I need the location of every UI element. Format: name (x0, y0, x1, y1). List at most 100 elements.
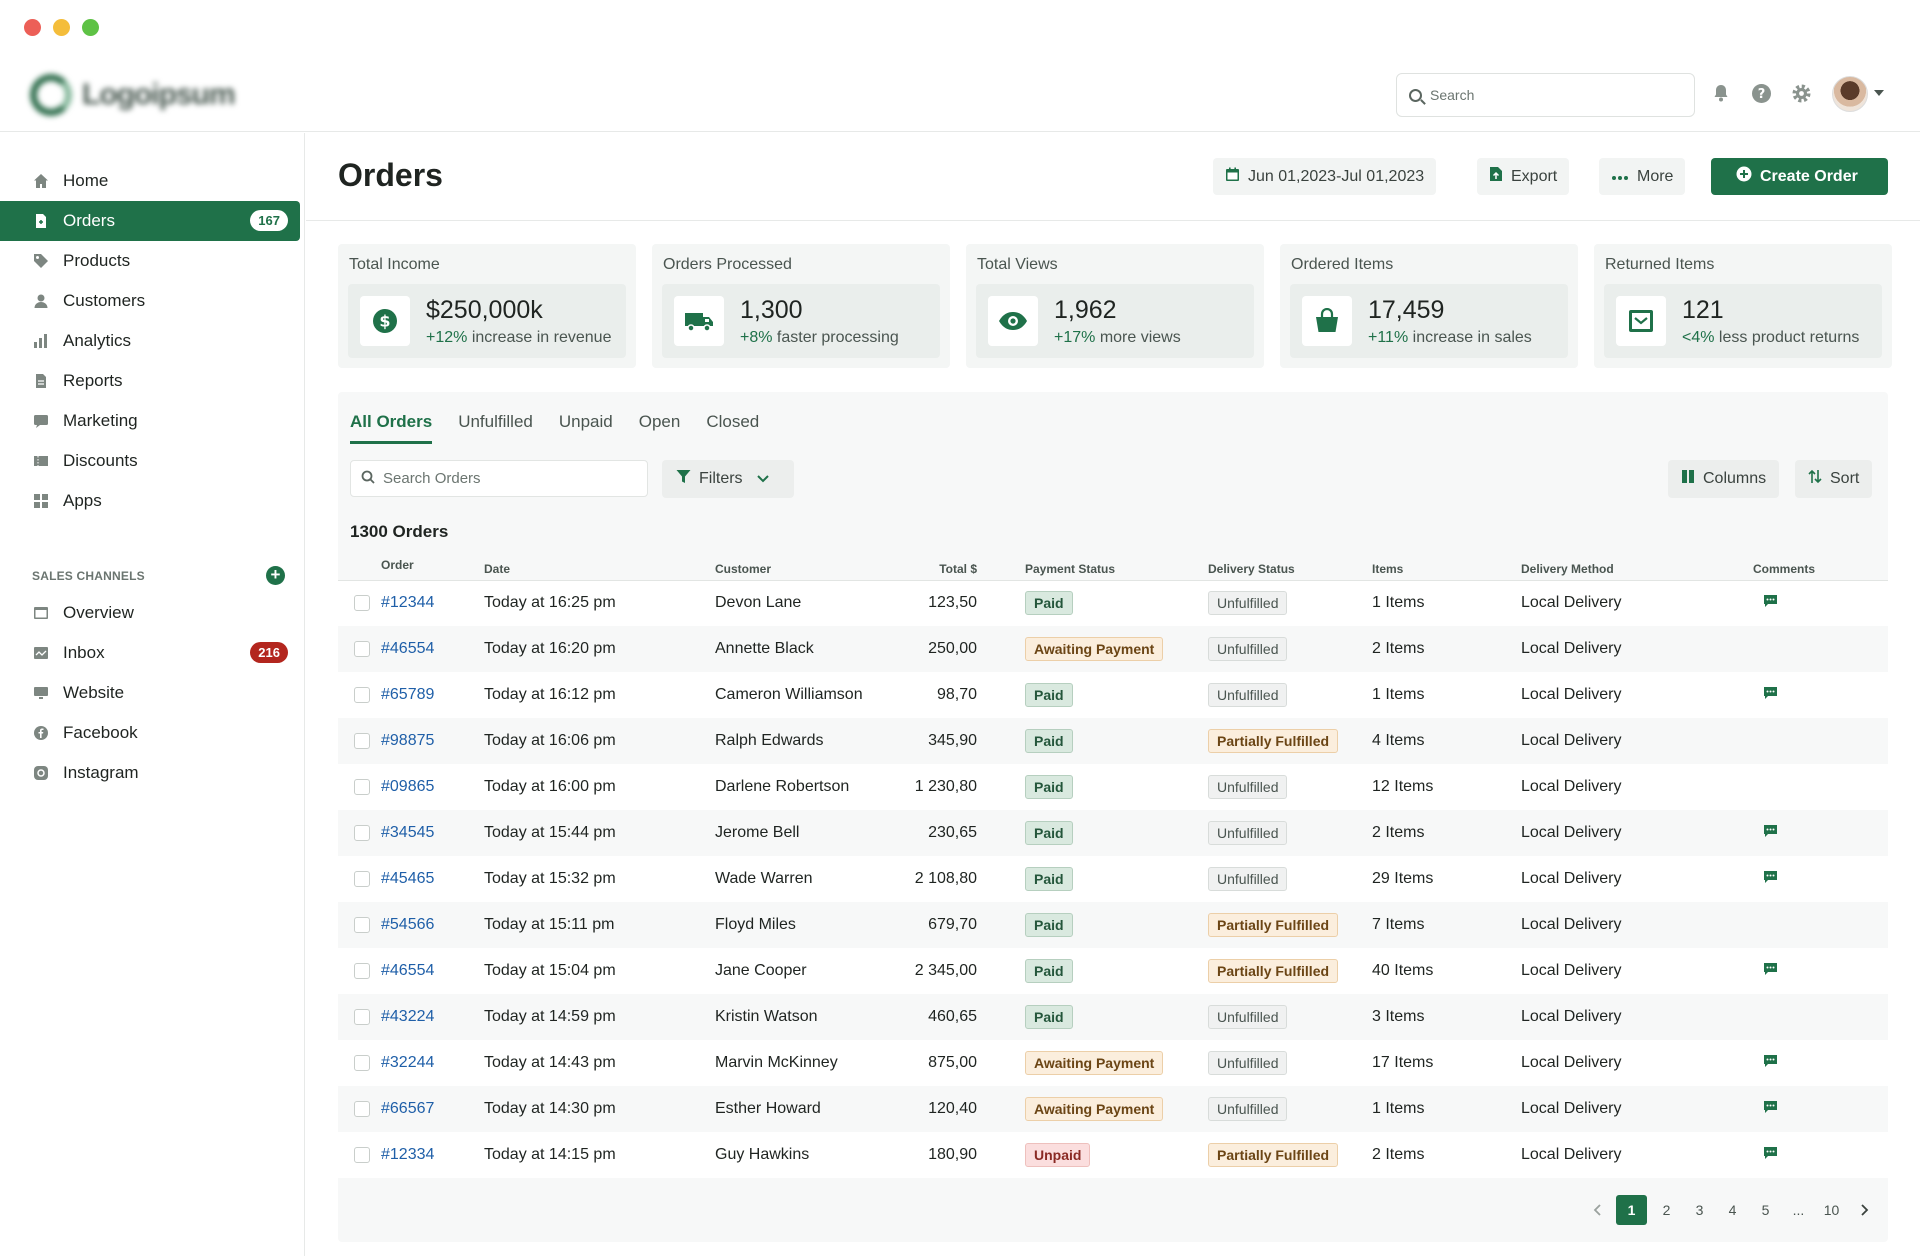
table-row[interactable]: #32244 Today at 14:43 pm Marvin McKinney 87… (338, 1040, 1888, 1086)
row-checkbox[interactable] (354, 1055, 370, 1071)
comment-icon[interactable] (1763, 870, 1778, 889)
column-header-customer[interactable]: Customer (715, 556, 895, 581)
row-checkbox[interactable] (354, 779, 370, 795)
comment-icon[interactable] (1763, 824, 1778, 843)
page-4-button[interactable]: 4 (1728, 1202, 1737, 1218)
table-row[interactable]: #98875 Today at 16:06 pm Ralph Edwards 345,… (338, 718, 1888, 764)
table-row[interactable]: #66567 Today at 14:30 pm Esther Howard 120,… (338, 1086, 1888, 1132)
order-id-link[interactable]: #46554 (381, 640, 435, 657)
row-checkbox[interactable] (354, 1009, 370, 1025)
order-id-link[interactable]: #12344 (381, 594, 435, 612)
order-id-link[interactable]: #45465 (381, 870, 435, 887)
page-10-button[interactable]: 10 (1823, 1202, 1840, 1218)
sidebar-item-website[interactable]: Website (0, 673, 300, 713)
columns-button[interactable]: Columns (1668, 460, 1780, 498)
sidebar-item-marketing[interactable]: Marketing (0, 401, 300, 441)
table-row[interactable]: #45465 Today at 15:32 pm Wade Warren 2 108,… (338, 856, 1888, 902)
sidebar-item-discounts[interactable]: Discounts (0, 441, 300, 481)
row-checkbox[interactable] (354, 733, 370, 749)
comment-icon[interactable] (1763, 1100, 1778, 1119)
order-id-link[interactable]: #66567 (381, 1100, 435, 1117)
page-5-button[interactable]: 5 (1761, 1202, 1770, 1218)
tab-unpaid[interactable]: Unpaid (558, 412, 613, 431)
comment-icon[interactable] (1763, 1146, 1778, 1165)
help-icon[interactable]: ? (1750, 82, 1772, 104)
column-header-order[interactable]: Order (381, 556, 484, 581)
order-id-link[interactable]: #09865 (381, 778, 435, 795)
table-row[interactable]: #46554 Today at 15:04 pm Jane Cooper 2 345,… (338, 948, 1888, 994)
order-id-link[interactable]: #65789 (381, 686, 435, 703)
sidebar-item-analytics[interactable]: Analytics (0, 321, 300, 361)
sidebar-item-reports[interactable]: Reports (0, 361, 300, 401)
table-row[interactable]: #65789 Today at 16:12 pm Cameron Williamso… (338, 672, 1888, 718)
sidebar-item-facebook[interactable]: Facebook (0, 713, 300, 753)
comment-icon[interactable] (1763, 686, 1778, 705)
table-row[interactable]: #43224 Today at 14:59 pm Kristin Watson 460… (338, 994, 1888, 1040)
column-header-delivery-status[interactable]: Delivery Status (1208, 556, 1372, 581)
chevron-right-icon[interactable] (1851, 1195, 1878, 1225)
row-checkbox[interactable] (354, 1101, 370, 1117)
comment-icon[interactable] (1763, 594, 1778, 613)
row-checkbox[interactable] (354, 917, 370, 933)
sidebar-item-home[interactable]: Home (0, 161, 300, 201)
order-id-link[interactable]: #12334 (381, 1146, 435, 1163)
order-id-link[interactable]: #54566 (381, 916, 435, 933)
column-header-total[interactable]: Total $ (895, 556, 1025, 581)
chevron-left-icon[interactable] (1583, 1195, 1610, 1225)
order-id-link[interactable]: #43224 (381, 1008, 435, 1025)
column-header-delivery-method[interactable]: Delivery Method (1521, 556, 1753, 581)
bell-icon[interactable] (1710, 82, 1732, 104)
table-row[interactable]: #54566 Today at 15:11 pm Floyd Miles 679,70… (338, 902, 1888, 948)
row-checkbox[interactable] (354, 641, 370, 657)
chevron-down-icon[interactable] (1874, 90, 1884, 96)
table-row[interactable]: #34545 Today at 15:44 pm Jerome Bell 230,65… (338, 810, 1888, 856)
comment-icon[interactable] (1763, 1054, 1778, 1073)
table-row[interactable]: #46554 Today at 16:20 pm Annette Black 250,… (338, 626, 1888, 672)
tab-all-orders[interactable]: All Orders (350, 412, 433, 444)
order-id-link[interactable]: #32244 (381, 1054, 435, 1071)
column-header-payment-status[interactable]: Payment Status (1025, 556, 1208, 581)
search-orders-input[interactable]: Search Orders (350, 460, 648, 497)
row-checkbox[interactable] (354, 1147, 370, 1163)
column-header-items[interactable]: Items (1372, 556, 1521, 581)
sort-button[interactable]: Sort (1795, 460, 1873, 498)
tab-open[interactable]: Open (638, 412, 681, 431)
global-search-input[interactable]: Search (1396, 73, 1695, 117)
page-1-button[interactable]: 1 (1616, 1195, 1647, 1225)
page-2-button[interactable]: 2 (1662, 1202, 1671, 1218)
tab-closed[interactable]: Closed (706, 412, 760, 431)
order-id-link[interactable]: #34545 (381, 824, 435, 841)
minimize-window-button[interactable] (53, 19, 70, 36)
row-checkbox[interactable] (354, 963, 370, 979)
table-row[interactable]: #09865 Today at 16:00 pm Darlene Robertson… (338, 764, 1888, 810)
column-header-date[interactable]: Date (484, 556, 715, 581)
page-3-button[interactable]: 3 (1695, 1202, 1704, 1218)
table-row[interactable]: #12344 Today at 16:25 pm Devon Lane 123,50 P… (338, 580, 1888, 626)
sidebar-item-overview[interactable]: Overview (0, 593, 300, 633)
row-checkbox[interactable] (354, 825, 370, 841)
maximize-window-button[interactable] (82, 19, 99, 36)
close-window-button[interactable] (24, 19, 41, 36)
logo[interactable]: Logoipsum (30, 74, 236, 116)
gear-icon[interactable] (1790, 82, 1812, 104)
avatar[interactable] (1832, 76, 1868, 112)
sidebar-item-orders[interactable]: Orders 167 (0, 201, 300, 241)
sidebar-item-instagram[interactable]: Instagram (0, 753, 300, 793)
sidebar-item-customers[interactable]: Customers (0, 281, 300, 321)
row-checkbox[interactable] (354, 871, 370, 887)
order-id-link[interactable]: #46554 (381, 962, 435, 979)
row-checkbox[interactable] (354, 687, 370, 703)
sidebar-item-apps[interactable]: Apps (0, 481, 300, 521)
more-button[interactable]: More (1599, 158, 1686, 195)
date-range-button[interactable]: Jun 01,2023-Jul 01,2023 (1213, 158, 1437, 195)
export-button[interactable]: Export (1477, 158, 1570, 195)
order-id-link[interactable]: #98875 (381, 732, 435, 749)
comment-icon[interactable] (1763, 962, 1778, 981)
table-row[interactable]: #12334 Today at 14:15 pm Guy Hawkins 180,90… (338, 1132, 1888, 1178)
filters-button[interactable]: Filters (662, 460, 794, 498)
sidebar-item-products[interactable]: Products (0, 241, 300, 281)
add-channel-button[interactable]: + (266, 566, 285, 585)
row-checkbox[interactable] (354, 595, 370, 612)
create-order-button[interactable]: Create Order (1711, 158, 1888, 195)
sidebar-item-inbox[interactable]: Inbox 216 (0, 633, 300, 673)
